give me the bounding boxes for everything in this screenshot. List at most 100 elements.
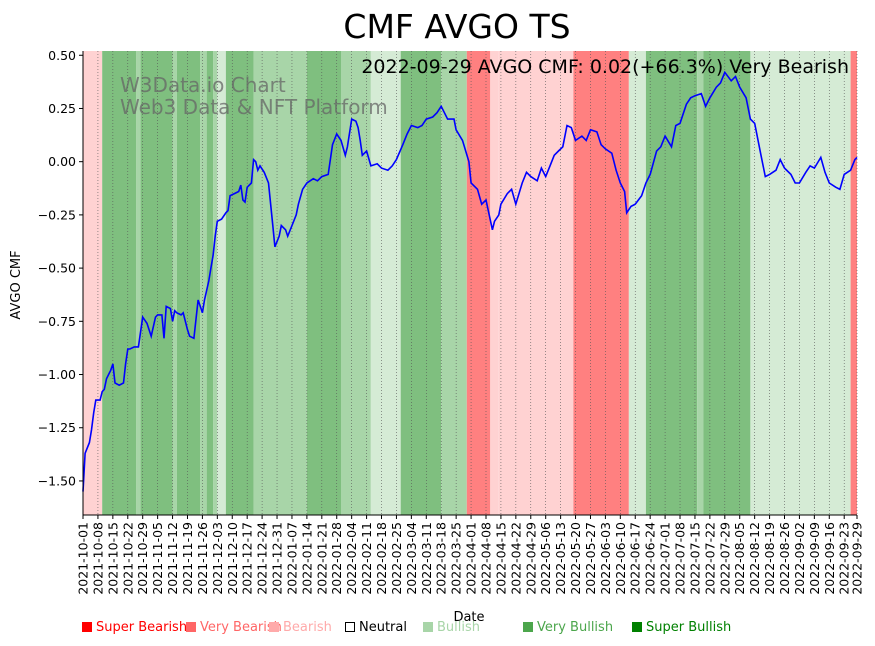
legend-item-3: Neutral (345, 620, 407, 635)
legend-swatch-5 (523, 622, 533, 632)
band-17 (466, 51, 491, 515)
x-tick-label-32: 2022-05-13 (553, 522, 568, 595)
y-tick-label-0: 0.50 (48, 48, 76, 63)
band-6 (200, 51, 207, 515)
x-tick-label-20: 2022-02-18 (374, 522, 389, 595)
x-tick-label-8: 2021-11-26 (195, 522, 210, 595)
legend-label-1: Very Bearish (200, 620, 282, 635)
band-14 (370, 51, 401, 515)
x-tick-label-23: 2022-03-11 (419, 522, 434, 595)
band-19 (498, 51, 574, 515)
band-5 (176, 51, 201, 515)
chart-subtitle: 2022-09-29 AVGO CMF: 0.02(+66.3%) Very B… (361, 56, 849, 78)
x-tick-label-19: 2022-02-11 (359, 522, 374, 595)
watermark-line-2: Web3 Data & NFT Platform (120, 95, 388, 119)
band-15 (400, 51, 442, 515)
band-11 (253, 51, 307, 515)
band-25 (750, 51, 851, 515)
x-tick-label-18: 2022-02-04 (344, 522, 359, 595)
cmf-series (82, 70, 858, 492)
legend-item-1: Very Bearish (186, 620, 282, 635)
watermark: W3Data.io Chart Web3 Data & NFT Platform (120, 73, 388, 119)
legend-swatch-0 (82, 622, 92, 632)
x-tick-label-27: 2022-04-08 (478, 522, 493, 595)
x-tick-label-49: 2022-09-09 (807, 522, 822, 595)
x-tick-label-50: 2022-09-16 (822, 522, 837, 595)
y-tick-label-2: 0.00 (48, 154, 76, 169)
x-tick-label-9: 2021-12-03 (210, 522, 225, 595)
x-tick-label-3: 2021-10-22 (120, 522, 135, 595)
x-tick-label-24: 2022-03-18 (434, 522, 449, 595)
x-tick-label-37: 2022-06-17 (628, 522, 643, 595)
legend-swatch-1 (186, 622, 196, 632)
x-tick-label-5: 2021-11-05 (150, 522, 165, 595)
legend-item-5: Very Bullish (523, 620, 613, 635)
band-22 (645, 51, 698, 515)
x-axis-label: Date (453, 610, 484, 625)
y-tick-label-4: −0.50 (38, 261, 76, 276)
band-24 (703, 51, 751, 515)
x-tick-label-44: 2022-08-05 (732, 522, 747, 595)
x-tick-label-51: 2022-09-23 (837, 522, 852, 595)
x-tick-label-52: 2022-09-29 (850, 522, 865, 595)
x-tick-label-11: 2021-12-17 (240, 522, 255, 595)
x-tick-label-29: 2022-04-22 (508, 522, 523, 595)
x-tick-label-43: 2022-07-29 (717, 522, 732, 595)
background-bands (83, 51, 857, 515)
x-tick-label-2: 2021-10-15 (105, 522, 120, 595)
x-tick-label-47: 2022-08-26 (777, 522, 792, 595)
x-tick-label-45: 2022-08-12 (747, 522, 762, 595)
legend-item-6: Super Bullish (632, 620, 731, 635)
y-tick-label-8: −1.50 (38, 473, 76, 488)
legend-label-4: Bullish (437, 620, 481, 635)
band-10 (225, 51, 254, 515)
y-tick-label-6: −1.00 (38, 367, 76, 382)
x-tick-label-46: 2022-08-19 (762, 522, 777, 595)
x-tick-label-35: 2022-06-03 (598, 522, 613, 595)
x-tick-label-16: 2022-01-21 (314, 522, 329, 595)
legend-swatch-2 (269, 622, 279, 632)
x-tick-label-41: 2022-07-15 (687, 522, 702, 595)
x-tick-label-1: 2021-10-08 (90, 522, 105, 595)
band-13 (341, 51, 371, 515)
x-tick-label-6: 2021-11-12 (165, 522, 180, 595)
band-8 (213, 51, 218, 515)
band-23 (697, 51, 704, 515)
legend-item-0: Super Bearish (82, 620, 187, 635)
x-tick-label-38: 2022-06-24 (643, 522, 658, 595)
x-tick-label-25: 2022-03-25 (449, 522, 464, 595)
band-18 (490, 51, 499, 515)
legend: Super Bearish Very Bearish Bearish Neutral B… (82, 620, 862, 638)
band-21 (628, 51, 646, 515)
x-tick-label-28: 2022-04-15 (493, 522, 508, 595)
legend-item-4: Bullish (423, 620, 480, 635)
legend-item-2: Bearish (269, 620, 332, 635)
x-tick-label-31: 2022-05-06 (538, 522, 553, 595)
legend-label-0: Super Bearish (96, 620, 188, 635)
band-2 (136, 51, 141, 515)
x-tick-label-33: 2022-05-20 (568, 522, 583, 595)
x-tick-label-26: 2022-04-01 (464, 522, 479, 595)
band-12 (306, 51, 341, 515)
band-0 (83, 51, 103, 515)
y-tick-label-7: −1.25 (38, 420, 76, 435)
legend-swatch-6 (632, 622, 642, 632)
x-tick-label-42: 2022-07-22 (702, 522, 717, 595)
y-tick-label-3: −0.25 (38, 207, 76, 222)
chart-title: CMF AVGO TS (343, 7, 570, 46)
x-tick-label-34: 2022-05-27 (583, 522, 598, 595)
x-tick-label-4: 2021-10-29 (135, 522, 150, 595)
x-tick-label-13: 2021-12-31 (270, 522, 285, 595)
legend-label-5: Very Bullish (537, 620, 614, 635)
legend-label-2: Bearish (283, 620, 332, 635)
x-tick-label-7: 2021-11-19 (180, 522, 195, 595)
y-tick-label-1: 0.25 (48, 101, 76, 116)
band-4 (172, 51, 177, 515)
x-tick-label-17: 2022-01-28 (329, 522, 344, 595)
watermark-line-1: W3Data.io Chart (120, 73, 286, 97)
axes: 0.50 0.25 0.00 −0.25 −0.50 −0.75 −1.00 −1.25 −1.… (38, 48, 865, 595)
x-tick-label-21: 2022-02-25 (389, 522, 404, 595)
band-1 (102, 51, 137, 515)
band-26 (850, 51, 857, 515)
